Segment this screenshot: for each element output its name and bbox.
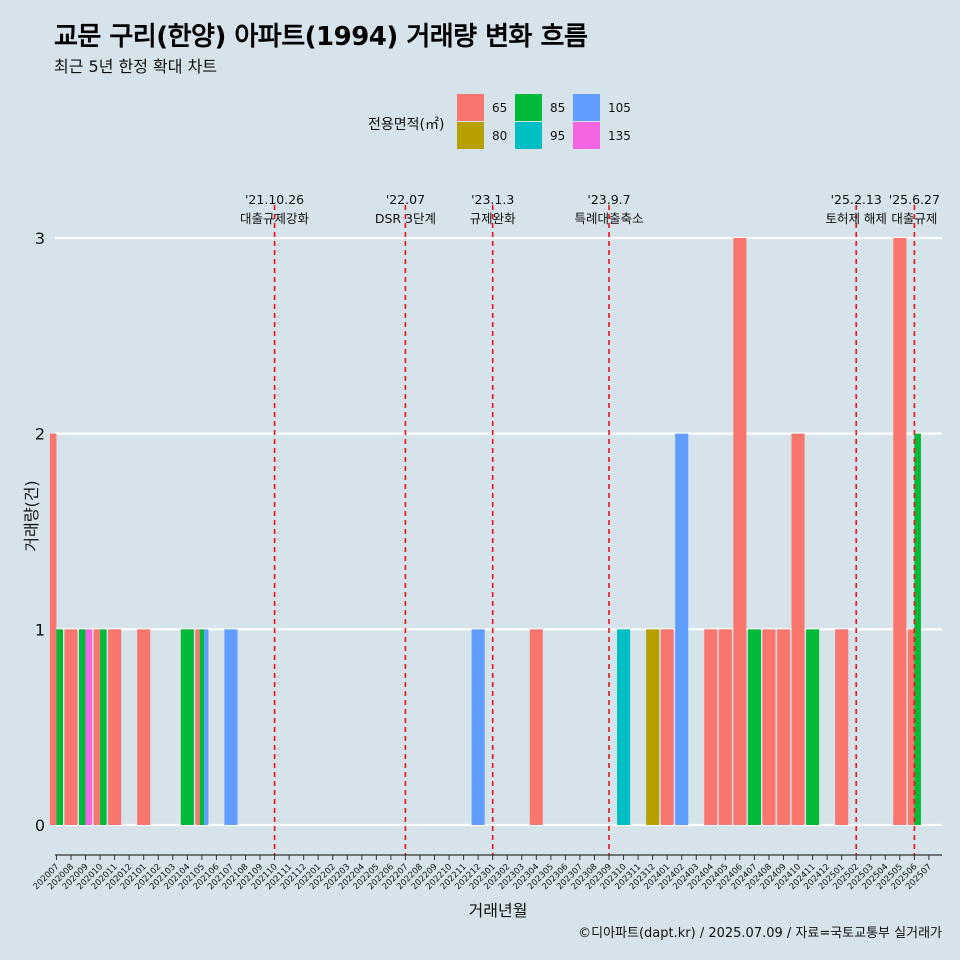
bar xyxy=(733,237,747,826)
y-tick-labels: 0 1 2 3 xyxy=(35,229,45,835)
legend-item-85: 85 xyxy=(515,94,575,122)
bar xyxy=(914,433,921,825)
bar xyxy=(56,629,63,825)
bar xyxy=(85,629,93,825)
bar xyxy=(100,629,107,825)
event-label: DSR 3단계 xyxy=(375,211,436,226)
bar xyxy=(224,629,238,825)
y-axis-label: 거래량(건) xyxy=(22,480,41,552)
legend-swatch-85 xyxy=(515,94,542,121)
y-tick-label: 1 xyxy=(35,620,45,639)
legend-swatch-65 xyxy=(457,94,484,121)
event-label: 규제완화 xyxy=(470,211,517,226)
legend-item-135: 135 xyxy=(573,122,633,150)
bar xyxy=(893,237,907,826)
legend-title: 전용면적(㎡) xyxy=(368,117,445,133)
chart-subtitle: 최근 5년 한정 확대 차트 xyxy=(54,57,218,76)
event-label: 대출규제 xyxy=(891,211,937,226)
legend-swatch-135 xyxy=(573,122,600,149)
bar xyxy=(660,629,674,825)
bar xyxy=(747,629,761,825)
bar xyxy=(199,629,205,825)
chart-title: 교문 구리(한양) 아파트(1994) 거래량 변화 흐름 xyxy=(54,22,588,52)
legend-item-80: 80 xyxy=(457,122,517,150)
bar xyxy=(675,433,689,825)
event-label: 특례대출축소 xyxy=(575,211,644,226)
bar xyxy=(617,629,631,825)
bar xyxy=(791,433,805,825)
bar xyxy=(204,629,209,825)
x-axis-label: 거래년월 xyxy=(468,901,528,920)
legend-item-65: 65 xyxy=(457,94,517,122)
legend-label-135: 135 xyxy=(608,129,631,143)
bar xyxy=(471,629,485,825)
legend-label-105: 105 xyxy=(608,101,631,115)
y-tick-label: 0 xyxy=(35,816,45,835)
bar xyxy=(718,629,732,825)
event-date: '22.07 xyxy=(386,192,425,207)
bar xyxy=(704,629,718,825)
bar xyxy=(776,629,791,825)
legend-swatch-95 xyxy=(515,122,542,149)
event-date: '21.10.26 xyxy=(245,192,304,207)
legend: 전용면적(㎡) 65 85 105 80 95 135 xyxy=(368,92,648,152)
legend-item-105: 105 xyxy=(573,94,633,122)
event-date: '23.9.7 xyxy=(587,192,630,207)
y-tick-label: 3 xyxy=(35,229,45,248)
bars xyxy=(49,237,921,826)
bar xyxy=(646,629,660,825)
event-label: 토허제 해제 xyxy=(825,211,886,226)
bar xyxy=(195,629,200,825)
bar xyxy=(762,629,776,825)
legend-swatch-105 xyxy=(573,94,600,121)
event-date: '25.6.27 xyxy=(889,192,940,207)
bar xyxy=(64,629,78,825)
event-markers: '21.10.26 대출규제강화 '22.07 DSR 3단계 '23.1.3 규제완화 '… xyxy=(240,192,940,855)
bar xyxy=(907,629,915,825)
bar xyxy=(180,629,194,825)
bar xyxy=(49,433,57,825)
legend-label-95: 95 xyxy=(550,129,566,143)
bar xyxy=(78,629,86,825)
x-tick-labels: 2020072020082020092020102020112020122021… xyxy=(32,855,934,892)
bar xyxy=(137,629,151,825)
event-date: '23.1.3 xyxy=(471,192,514,207)
y-tick-label: 2 xyxy=(35,425,45,444)
legend-label-80: 80 xyxy=(492,129,508,143)
bar xyxy=(806,629,820,825)
legend-label-85: 85 xyxy=(550,101,566,115)
bar xyxy=(529,629,543,825)
legend-label-65: 65 xyxy=(492,101,508,115)
bar xyxy=(93,629,101,825)
legend-swatch-80 xyxy=(457,122,484,149)
source-caption: ©디아파트(dapt.kr) / 2025.07.09 / 자료=국토교통부 실… xyxy=(578,926,942,941)
bar xyxy=(835,629,849,825)
event-date: '25.2.13 xyxy=(831,192,882,207)
event-label: 대출규제강화 xyxy=(240,211,310,226)
bar xyxy=(108,629,122,825)
legend-item-95: 95 xyxy=(515,122,575,150)
